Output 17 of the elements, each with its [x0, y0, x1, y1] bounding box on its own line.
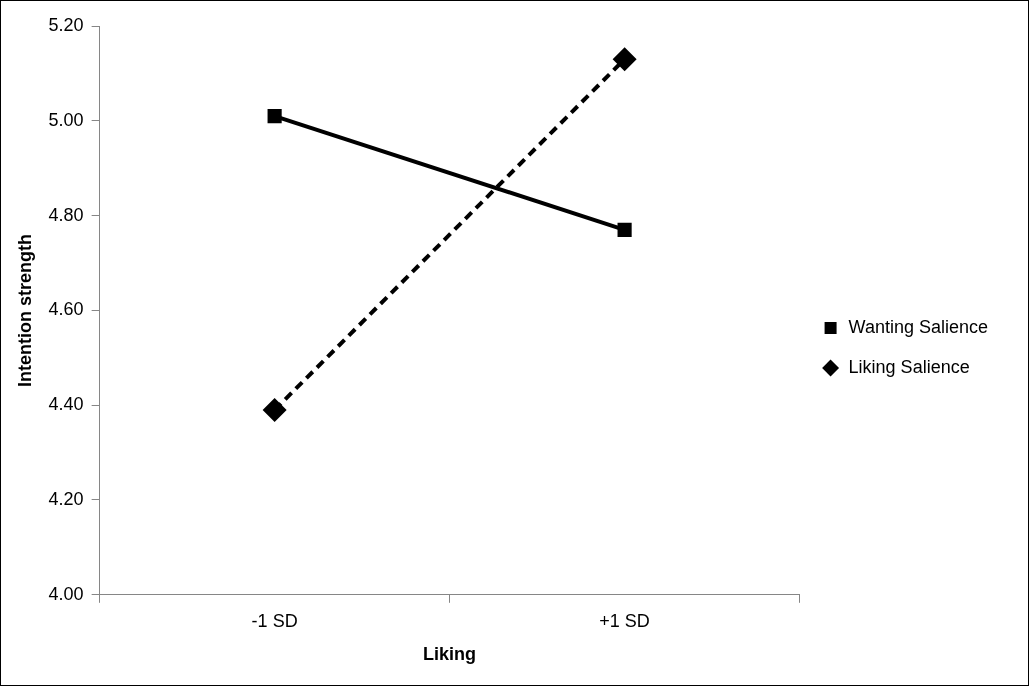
y-tick-label: 4.40 [48, 394, 84, 415]
point [262, 397, 287, 422]
x-tick-label: +1 SD [599, 610, 650, 631]
point [612, 47, 637, 72]
y-tick-label: 4.00 [48, 583, 84, 604]
y-tick-label: 5.00 [48, 109, 84, 130]
point [617, 222, 632, 237]
y-tick-label: 4.80 [48, 204, 84, 225]
y-tick-label: 4.20 [48, 488, 84, 509]
point [267, 108, 282, 124]
legend-label: Liking Salience [848, 356, 970, 377]
x-tick-label: -1 SD [251, 610, 298, 631]
y-tick-label: 4.60 [48, 299, 84, 320]
x-axis-title: Liking [423, 644, 477, 665]
legend-label: Wanting Salience [848, 316, 989, 337]
y-tick-label: 5.20 [48, 14, 84, 35]
y-axis-title: Intention strength [14, 233, 35, 387]
